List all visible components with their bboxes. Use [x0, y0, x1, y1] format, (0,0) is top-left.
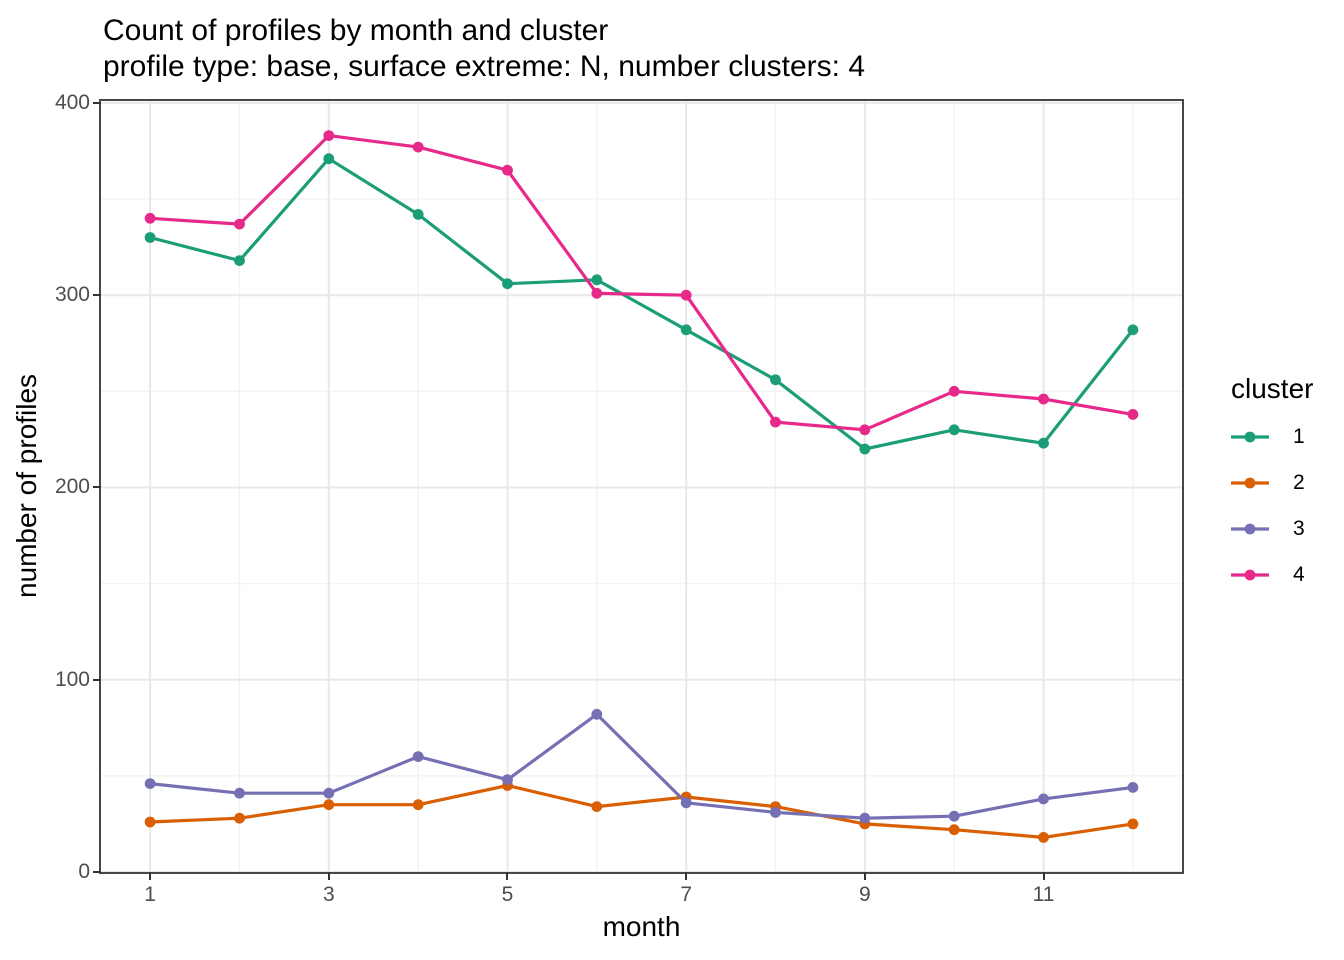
legend-title: cluster: [1231, 373, 1314, 404]
data-point-cluster-4: [412, 141, 424, 153]
data-point-cluster-1: [591, 274, 603, 286]
data-point-cluster-4: [1127, 409, 1139, 420]
x-tick-label: 3: [322, 883, 335, 906]
legend-key-glyph: [1231, 523, 1269, 535]
legend-label: 3: [1293, 517, 1305, 540]
series-line-cluster-3: [149, 712, 1134, 820]
data-point-cluster-3: [859, 812, 871, 824]
data-point-cluster-3: [412, 751, 424, 762]
data-point-cluster-2: [412, 799, 424, 811]
data-point-cluster-2: [323, 799, 335, 811]
x-tick-mark: [863, 872, 866, 880]
data-point-cluster-4: [591, 287, 603, 299]
chart-subtitle: profile type: base, surface extreme: N, …: [103, 50, 865, 83]
data-point-cluster-3: [948, 810, 960, 822]
data-point-cluster-1: [234, 255, 245, 266]
data-point-cluster-4: [948, 385, 960, 397]
data-point-cluster-3: [144, 778, 156, 789]
data-point-cluster-2: [948, 824, 960, 836]
legend-key-icon: [1231, 568, 1269, 582]
data-point-cluster-2: [144, 816, 156, 828]
legend-item-cluster-2: 2: [1231, 460, 1313, 506]
data-point-cluster-3: [680, 797, 692, 809]
data-point-cluster-1: [859, 443, 871, 455]
y-tick-label: 300: [54, 283, 90, 307]
x-tick-mark: [1042, 872, 1045, 880]
x-tick-label: 9: [859, 883, 871, 906]
y-tick-label: 400: [54, 90, 90, 114]
data-point-cluster-2: [591, 801, 603, 812]
y-tick-mark: [93, 101, 101, 104]
data-point-cluster-4: [1038, 393, 1049, 405]
y-tick-mark: [93, 678, 101, 681]
x-tick-label: 11: [1032, 883, 1055, 906]
data-point-cluster-4: [144, 212, 156, 224]
data-point-cluster-4: [234, 218, 245, 230]
y-tick-label: 100: [54, 667, 90, 691]
data-point-cluster-4: [770, 416, 781, 428]
data-point-cluster-3: [234, 787, 245, 799]
legend-item-cluster-4: 4: [1231, 552, 1313, 598]
data-point-cluster-2: [1127, 818, 1139, 830]
data-point-cluster-3: [502, 774, 513, 786]
legend-label: 4: [1293, 563, 1305, 586]
series-line-cluster-2: [150, 783, 1134, 840]
series-line-cluster-4: [149, 133, 1134, 432]
data-point-cluster-1: [1038, 437, 1049, 449]
data-point-cluster-1: [323, 153, 335, 165]
legend-item-cluster-3: 3: [1231, 506, 1313, 552]
y-tick-label: 0: [78, 860, 90, 883]
y-tick-mark: [93, 486, 101, 489]
legend-key-glyph: [1231, 569, 1269, 581]
series-line-cluster-1: [149, 157, 1135, 451]
data-point-cluster-1: [948, 424, 960, 436]
data-point-cluster-2: [234, 812, 245, 824]
x-tick-label: 1: [144, 883, 156, 906]
data-point-cluster-3: [1127, 782, 1139, 793]
legend-items: 1 2 3 4: [1231, 414, 1313, 598]
plot-panel: [99, 99, 1184, 874]
legend-key-icon: [1231, 430, 1269, 444]
data-point-cluster-4: [859, 424, 871, 436]
data-point-cluster-3: [770, 807, 781, 818]
data-point-cluster-4: [680, 289, 692, 301]
x-tick-mark: [685, 872, 688, 880]
chart-title: Count of profiles by month and cluster: [103, 14, 609, 47]
legend-key-glyph: [1231, 477, 1269, 489]
data-point-cluster-3: [323, 787, 335, 799]
x-tick-label: 5: [501, 883, 514, 906]
legend-key-icon: [1231, 522, 1269, 536]
x-axis-title: month: [602, 911, 681, 942]
data-point-cluster-1: [770, 374, 781, 386]
data-point-cluster-1: [502, 278, 513, 290]
x-tick-label: 7: [680, 883, 692, 906]
data-point-cluster-1: [1127, 324, 1139, 336]
data-point-cluster-2: [1038, 832, 1049, 843]
y-tick-mark: [93, 294, 101, 297]
legend-label: 2: [1293, 471, 1305, 494]
data-point-cluster-1: [144, 232, 156, 243]
data-point-cluster-4: [502, 164, 513, 176]
data-point-cluster-1: [680, 324, 692, 336]
data-point-cluster-4: [323, 130, 335, 141]
y-tick-mark: [93, 871, 101, 873]
legend-key-glyph: [1231, 431, 1269, 443]
data-point-cluster-3: [591, 708, 603, 720]
x-tick-mark: [327, 872, 330, 880]
legend: cluster 1 2 3 4: [1231, 372, 1313, 598]
legend-item-cluster-1: 1: [1231, 414, 1313, 460]
x-tick-mark: [506, 872, 509, 880]
legend-key-icon: [1231, 476, 1269, 490]
x-tick-mark: [149, 872, 152, 880]
data-point-cluster-1: [412, 209, 424, 220]
data-point-cluster-3: [1038, 793, 1049, 805]
legend-label: 1: [1293, 425, 1305, 448]
chart-canvas: [101, 101, 1182, 872]
y-tick-label: 200: [54, 475, 90, 499]
